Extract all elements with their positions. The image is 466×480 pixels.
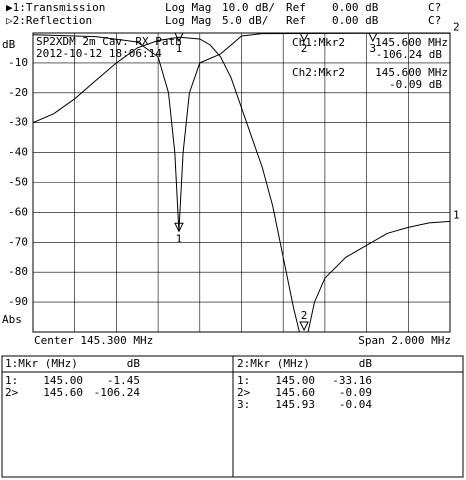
header-text: ▶1:Transmission xyxy=(6,1,105,14)
header-text: Log Mag xyxy=(165,1,211,14)
overlay-title: SP2XDM 2m Cav. RX Path xyxy=(36,35,182,48)
table-cell: 145.00 xyxy=(275,374,315,387)
table-cell: 145.00 xyxy=(43,374,83,387)
readout-value: -106.24 dB xyxy=(376,48,443,61)
marker xyxy=(299,321,309,332)
table-cell: 145.60 xyxy=(43,386,83,399)
marker xyxy=(174,32,184,43)
marker-label: 1 xyxy=(176,42,183,55)
table-header: dB xyxy=(127,357,141,370)
header-text: C? xyxy=(428,1,441,14)
y-tick-label: -10 xyxy=(8,56,28,69)
header-text: 0.00 dB xyxy=(332,1,379,14)
marker-label: 3 xyxy=(370,42,377,55)
span-label: Span 2.000 MHz xyxy=(358,334,451,347)
table-cell: -0.09 xyxy=(339,386,372,399)
table-header: 2:Mkr (MHz) xyxy=(237,357,310,370)
trace xyxy=(33,33,450,232)
y-tick-label: -90 xyxy=(8,295,28,308)
readout-value: -0.09 dB xyxy=(389,78,442,91)
y-tick-label: -30 xyxy=(8,116,28,129)
table-cell: -0.04 xyxy=(339,398,372,411)
readout-channel: Ch1:Mkr2 xyxy=(292,36,345,49)
y-tick-label: -40 xyxy=(8,146,28,159)
table-cell: -1.45 xyxy=(107,374,140,387)
readout-freq: 145.600 MHz xyxy=(375,36,448,49)
header-text: 10.0 dB/ xyxy=(222,1,275,14)
trace xyxy=(33,36,450,332)
y-tick-label: -60 xyxy=(8,205,28,218)
overlay-timestamp: 2012-10-12 18:06:14 xyxy=(36,47,162,60)
header-text: 0.00 dB xyxy=(332,14,379,27)
header-text: 5.0 dB/ xyxy=(222,14,268,27)
header-text: Log Mag xyxy=(165,14,211,27)
header-text: ▷2:Reflection xyxy=(6,14,92,27)
header-text: C? xyxy=(428,14,441,27)
center-label: Center 145.300 MHz xyxy=(34,334,153,347)
marker-label: 1 xyxy=(176,232,183,245)
table-cell: 145.60 xyxy=(275,386,315,399)
marker-label: 2 xyxy=(301,42,308,55)
y-tick-label: Abs xyxy=(2,313,22,326)
table-header: 1:Mkr (MHz) xyxy=(5,357,78,370)
readout-freq: 145.600 MHz xyxy=(375,66,448,79)
table-cell: 145.93 xyxy=(275,398,315,411)
table-cell: 1: xyxy=(5,374,18,387)
y-tick-label: -20 xyxy=(8,86,28,99)
trace-label: 1 xyxy=(453,208,460,221)
table-header: dB xyxy=(359,357,373,370)
table-cell: -106.24 xyxy=(94,386,141,399)
y-tick-label: -80 xyxy=(8,265,28,278)
table-cell: 1: xyxy=(237,374,250,387)
y-tick-label: -50 xyxy=(8,176,28,189)
table-cell: 2> xyxy=(237,386,251,399)
marker xyxy=(174,222,184,233)
y-tick-label: -70 xyxy=(8,235,28,248)
marker xyxy=(299,32,309,43)
header-text: Ref xyxy=(286,14,306,27)
trace-label: 2 xyxy=(453,20,460,33)
table-cell: -33.16 xyxy=(332,374,372,387)
table-cell: 2> xyxy=(5,386,19,399)
marker-label: 2 xyxy=(301,309,308,322)
header-text: Ref xyxy=(286,1,306,14)
marker xyxy=(368,32,378,43)
y-tick-label: dB xyxy=(2,38,16,51)
table-cell: 3: xyxy=(237,398,250,411)
readout-channel: Ch2:Mkr2 xyxy=(292,66,345,79)
